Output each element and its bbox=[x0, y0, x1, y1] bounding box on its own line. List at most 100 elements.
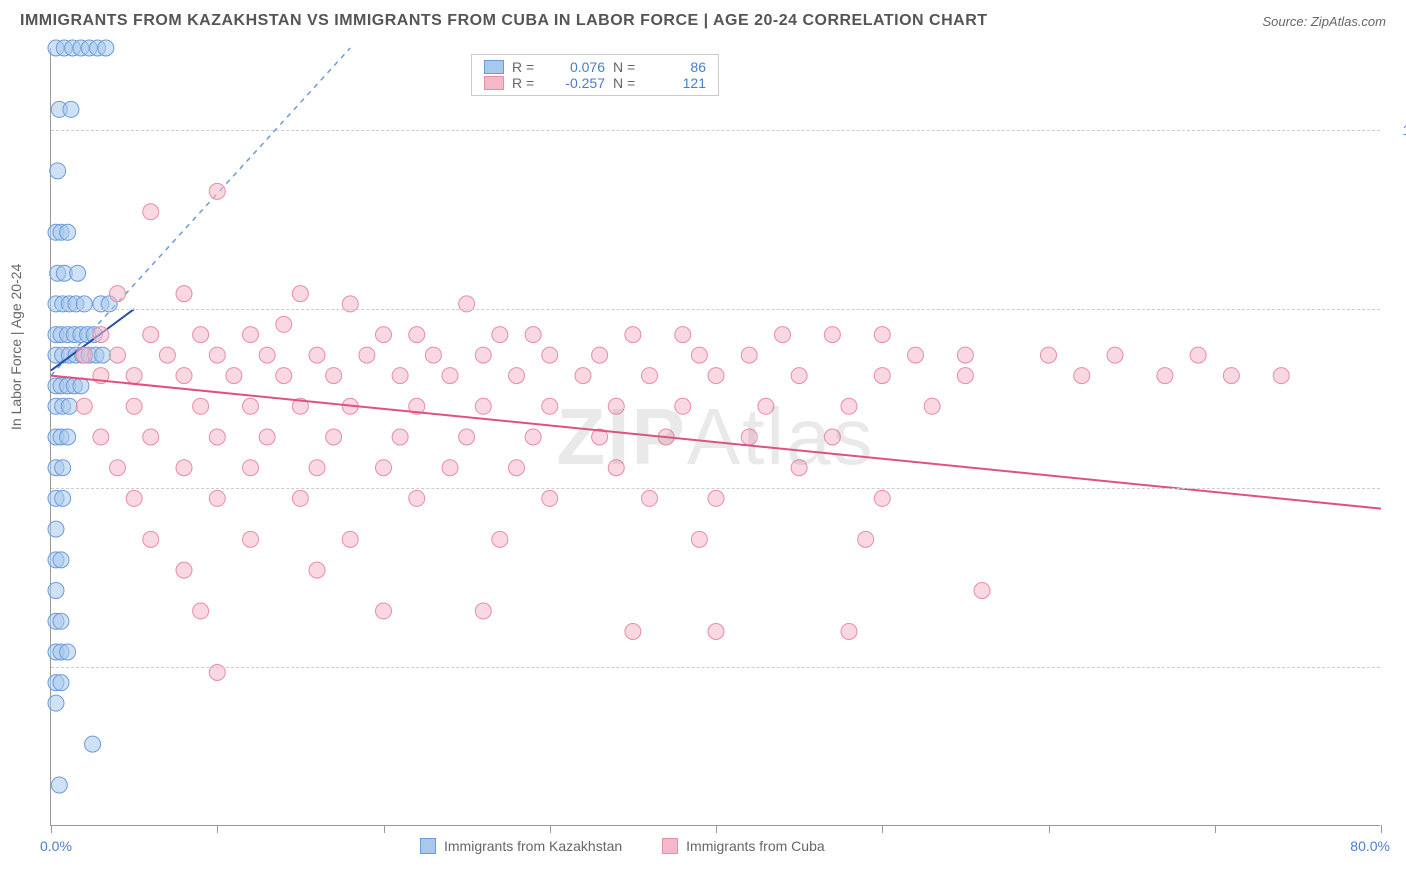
data-point bbox=[176, 562, 192, 578]
data-point bbox=[143, 327, 159, 343]
legend-item: Immigrants from Kazakhstan bbox=[420, 838, 622, 854]
data-point bbox=[359, 347, 375, 363]
n-value: 86 bbox=[651, 59, 706, 75]
x-tick bbox=[550, 825, 551, 833]
data-point bbox=[908, 347, 924, 363]
data-point bbox=[1223, 368, 1239, 384]
data-point bbox=[841, 624, 857, 640]
source-name: ZipAtlas.com bbox=[1311, 14, 1386, 29]
data-point bbox=[63, 101, 79, 117]
data-point bbox=[51, 777, 67, 793]
data-point bbox=[276, 368, 292, 384]
x-min-label: 0.0% bbox=[40, 838, 72, 854]
data-point bbox=[243, 398, 259, 414]
data-point bbox=[226, 368, 242, 384]
data-point bbox=[48, 521, 64, 537]
data-point bbox=[575, 368, 591, 384]
data-point bbox=[974, 583, 990, 599]
legend-label: Immigrants from Kazakhstan bbox=[444, 838, 622, 854]
data-point bbox=[209, 347, 225, 363]
r-label: R = bbox=[512, 59, 542, 75]
data-point bbox=[209, 429, 225, 445]
data-point bbox=[509, 460, 525, 476]
data-point bbox=[858, 531, 874, 547]
legend-swatch bbox=[420, 838, 436, 854]
x-tick bbox=[882, 825, 883, 833]
data-point bbox=[475, 347, 491, 363]
data-point bbox=[492, 327, 508, 343]
correlation-legend-row: R =0.076N =86 bbox=[484, 59, 706, 75]
data-point bbox=[608, 398, 624, 414]
n-value: 121 bbox=[651, 75, 706, 91]
series-legend: Immigrants from KazakhstanImmigrants fro… bbox=[420, 838, 825, 854]
data-point bbox=[376, 460, 392, 476]
data-point bbox=[53, 675, 69, 691]
x-tick bbox=[51, 825, 52, 833]
legend-swatch bbox=[662, 838, 678, 854]
data-point bbox=[243, 327, 259, 343]
data-point bbox=[292, 490, 308, 506]
x-tick bbox=[217, 825, 218, 833]
data-point bbox=[1107, 347, 1123, 363]
data-point bbox=[691, 347, 707, 363]
data-point bbox=[924, 398, 940, 414]
data-point bbox=[143, 531, 159, 547]
data-point bbox=[957, 368, 973, 384]
data-point bbox=[76, 398, 92, 414]
data-point bbox=[243, 531, 259, 547]
data-point bbox=[525, 327, 541, 343]
data-point bbox=[625, 624, 641, 640]
data-point bbox=[957, 347, 973, 363]
data-point bbox=[492, 531, 508, 547]
data-point bbox=[48, 695, 64, 711]
data-point bbox=[126, 398, 142, 414]
data-point bbox=[70, 265, 86, 281]
data-point bbox=[741, 347, 757, 363]
data-point bbox=[675, 398, 691, 414]
data-point bbox=[741, 429, 757, 445]
data-point bbox=[1190, 347, 1206, 363]
x-tick bbox=[1215, 825, 1216, 833]
r-value: -0.257 bbox=[550, 75, 605, 91]
x-tick bbox=[384, 825, 385, 833]
r-value: 0.076 bbox=[550, 59, 605, 75]
correlation-legend: R =0.076N =86R =-0.257N =121 bbox=[471, 54, 719, 96]
data-point bbox=[874, 368, 890, 384]
data-point bbox=[392, 368, 408, 384]
data-point bbox=[392, 429, 408, 445]
data-point bbox=[53, 552, 69, 568]
data-point bbox=[126, 368, 142, 384]
data-point bbox=[61, 398, 77, 414]
r-label: R = bbox=[512, 75, 542, 91]
data-point bbox=[326, 429, 342, 445]
gridline bbox=[51, 309, 1380, 310]
data-point bbox=[85, 736, 101, 752]
data-point bbox=[60, 429, 76, 445]
data-point bbox=[791, 460, 807, 476]
data-point bbox=[110, 286, 126, 302]
data-point bbox=[542, 347, 558, 363]
data-point bbox=[73, 378, 89, 394]
data-point bbox=[824, 429, 840, 445]
data-point bbox=[193, 398, 209, 414]
data-point bbox=[55, 460, 71, 476]
source-prefix: Source: bbox=[1262, 14, 1310, 29]
gridline bbox=[51, 667, 1380, 668]
data-point bbox=[326, 368, 342, 384]
data-point bbox=[425, 347, 441, 363]
data-point bbox=[791, 368, 807, 384]
data-point bbox=[98, 40, 114, 56]
data-point bbox=[442, 368, 458, 384]
gridline bbox=[51, 130, 1380, 131]
data-point bbox=[110, 347, 126, 363]
n-label: N = bbox=[613, 75, 643, 91]
data-point bbox=[143, 429, 159, 445]
data-point bbox=[1074, 368, 1090, 384]
data-point bbox=[542, 398, 558, 414]
data-point bbox=[126, 490, 142, 506]
data-point bbox=[143, 204, 159, 220]
data-point bbox=[442, 460, 458, 476]
data-point bbox=[525, 429, 541, 445]
x-tick bbox=[1381, 825, 1382, 833]
data-point bbox=[608, 460, 624, 476]
